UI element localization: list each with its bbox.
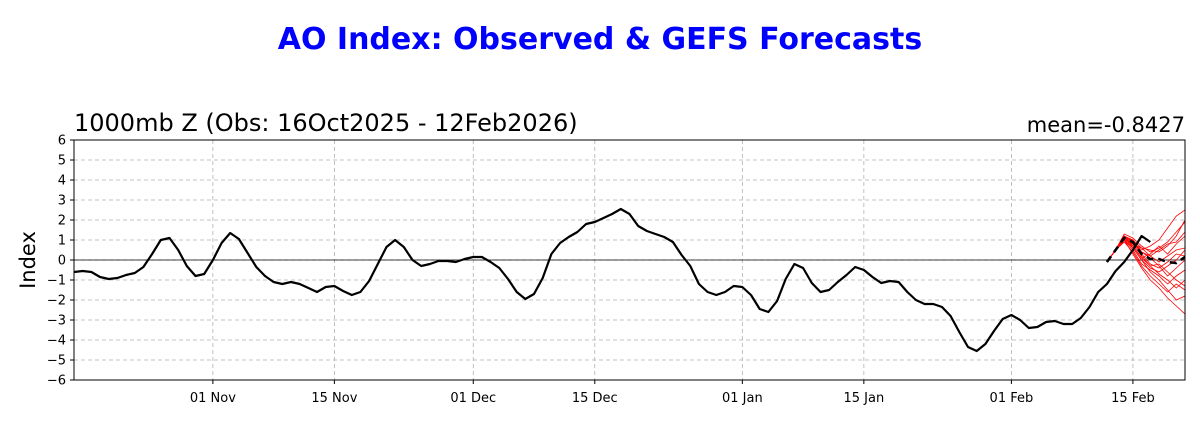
ensemble-member-line (1106, 231, 1185, 263)
y-tick-label: 1 (58, 234, 66, 249)
y-tick-label: 4 (58, 174, 66, 189)
ensemble-member-line (1106, 239, 1185, 285)
y-tick-label: −4 (47, 334, 66, 349)
x-tick-label: 01 Jan (722, 391, 763, 406)
y-tick-label: −2 (47, 294, 66, 309)
y-tick-label: 2 (58, 214, 66, 229)
x-tick-label: 01 Feb (990, 391, 1034, 406)
y-tick-label: 6 (58, 134, 66, 149)
x-tick-label: 15 Dec (572, 391, 618, 406)
ensemble-member-line (1106, 235, 1185, 301)
y-tick-label: 5 (58, 154, 66, 169)
ensemble-member-line (1106, 239, 1185, 315)
y-tick-label: 3 (58, 194, 66, 209)
y-tick-label: −6 (47, 374, 66, 389)
ensemble-member-line (1106, 235, 1185, 263)
x-tick-label: 15 Jan (843, 391, 884, 406)
ensemble-member-line (1106, 209, 1185, 263)
mean-annotation: mean=-0.8427 (1026, 113, 1185, 137)
chart-title: AO Index: Observed & GEFS Forecasts (277, 22, 923, 57)
ensemble-member-line (1106, 237, 1185, 287)
ensemble-member-line (1106, 235, 1185, 277)
ensemble-mean-line (1105, 236, 1185, 265)
observed-line (74, 207, 1151, 353)
x-tick-label: 15 Feb (1111, 391, 1155, 406)
x-tick-label: 01 Nov (190, 391, 236, 406)
x-tick-label: 01 Dec (450, 391, 496, 406)
plot-frame (73, 139, 1186, 381)
x-tick-label: 15 Nov (311, 391, 357, 406)
ensemble-member-line (1106, 241, 1185, 293)
ensemble-member-line (1106, 221, 1185, 263)
y-tick-label: −1 (47, 274, 66, 289)
chart-subtitle: 1000mb Z (Obs: 16Oct2025 - 12Feb2026) (74, 109, 578, 137)
y-axis-label: Index (16, 231, 40, 289)
y-tick-label: 0 (58, 254, 66, 269)
y-tick-label: −3 (47, 314, 66, 329)
y-tick-label: −5 (47, 354, 66, 369)
